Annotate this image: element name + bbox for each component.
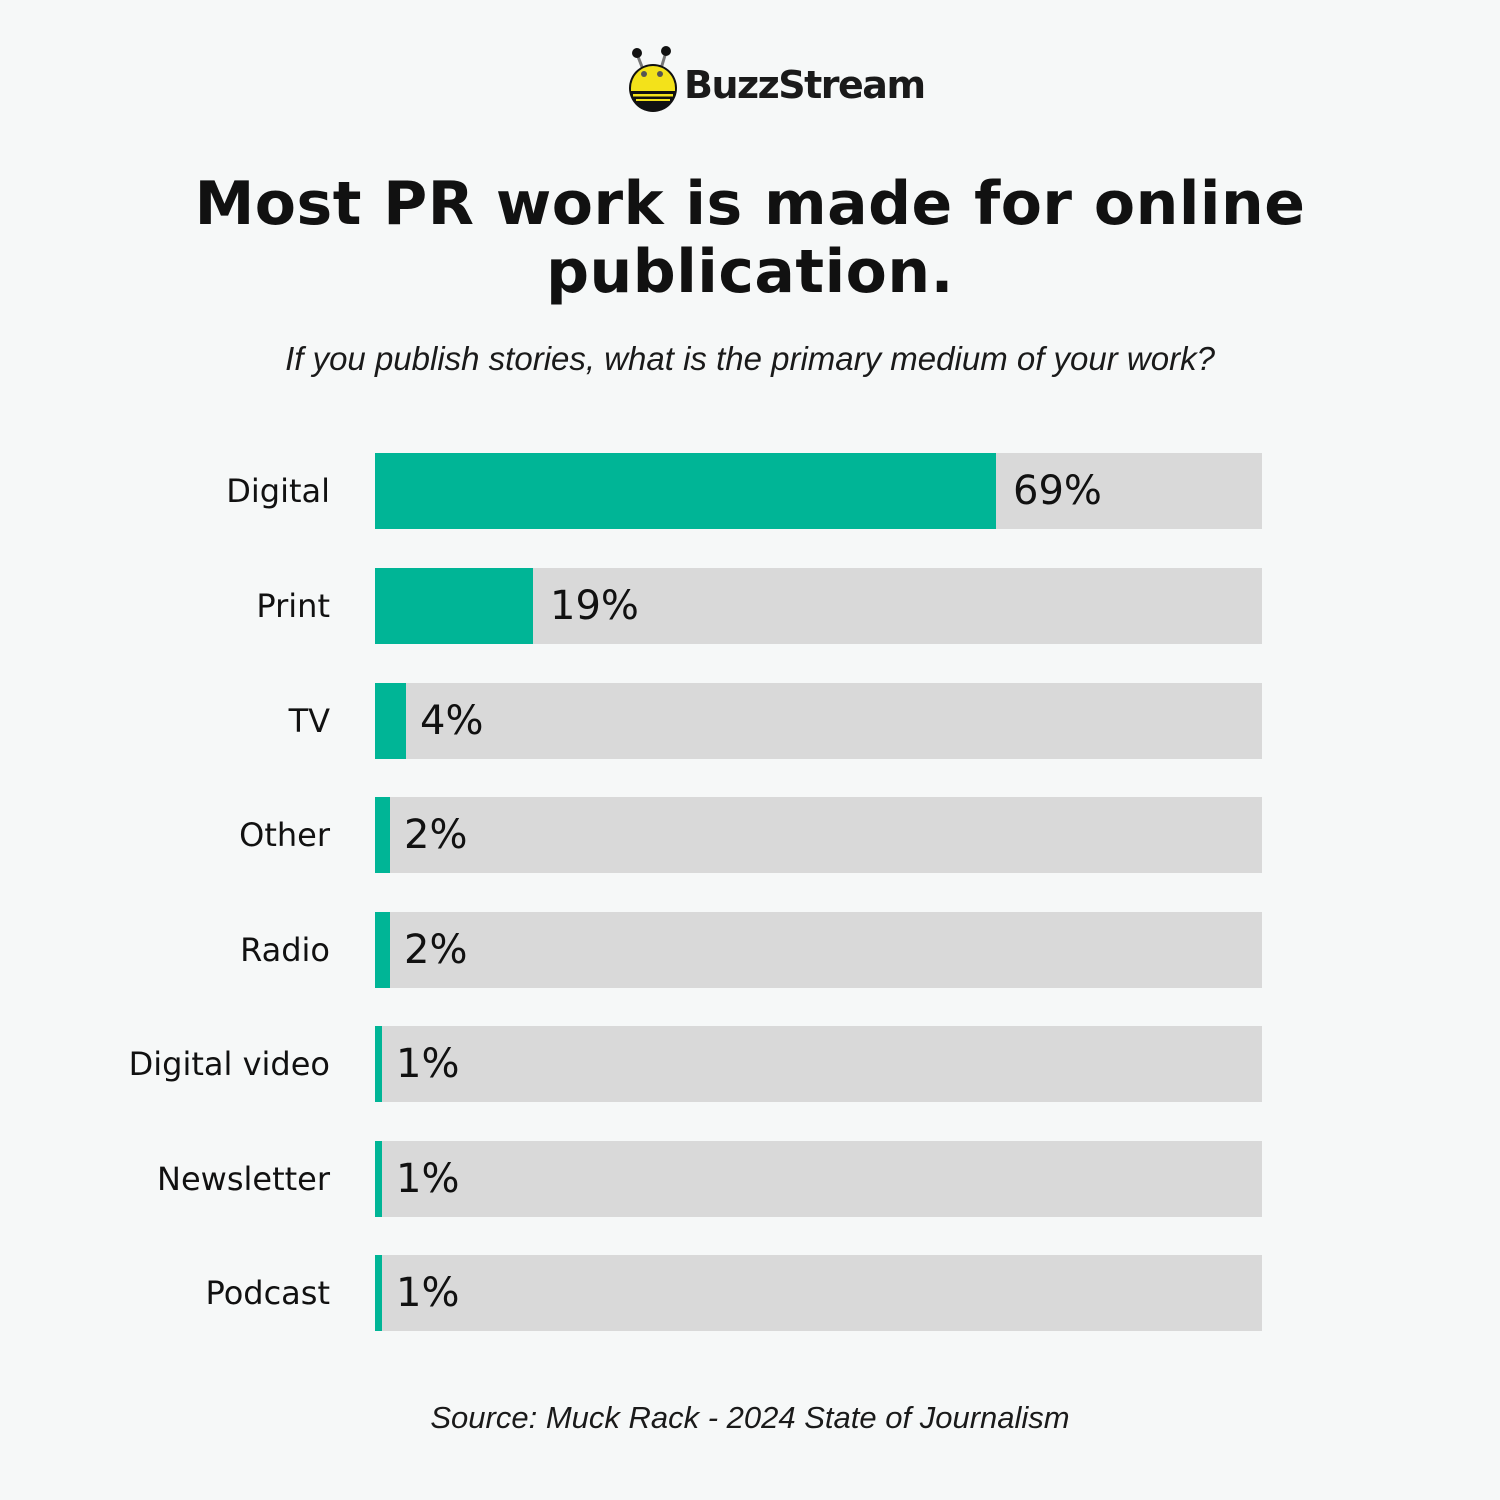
brand-logo: BuzzStream (628, 46, 926, 112)
chart-title: Most PR work is made for online publicat… (194, 169, 1306, 307)
bar-track: 1% (375, 1255, 1262, 1331)
chart-subtitle: If you publish stories, what is the prim… (285, 340, 1215, 377)
bar-value: 1% (396, 1041, 460, 1087)
bar-label: Radio (240, 931, 330, 969)
bar-fill (375, 683, 406, 759)
bar-row: Other 2% (0, 797, 1500, 873)
bar-row: Digital video 1% (0, 1026, 1500, 1102)
bar-track: 4% (375, 683, 1262, 759)
bar-track: 69% (375, 453, 1262, 529)
bar-track: 1% (375, 1026, 1262, 1102)
bar-row: TV 4% (0, 683, 1500, 759)
bar-value: 2% (404, 812, 468, 858)
bar-row: Radio 2% (0, 912, 1500, 988)
bar-fill (375, 568, 533, 644)
bar-label: Newsletter (157, 1160, 330, 1198)
bar-row: Newsletter 1% (0, 1141, 1500, 1217)
bar-track: 2% (375, 912, 1262, 988)
bar-fill (375, 1026, 382, 1102)
bar-label: TV (288, 702, 330, 740)
bar-fill (375, 797, 390, 873)
bar-track: 2% (375, 797, 1262, 873)
bar-row: Digital 69% (0, 453, 1500, 529)
bar-label: Podcast (205, 1274, 330, 1312)
brand-name: BuzzStream (684, 63, 926, 107)
bar-fill (375, 1255, 382, 1331)
bar-row: Print 19% (0, 568, 1500, 644)
bar-fill (375, 1141, 382, 1217)
bar-label: Digital video (128, 1045, 330, 1083)
bar-value: 1% (396, 1270, 460, 1316)
bar-value: 19% (550, 583, 639, 629)
bar-label: Digital (226, 472, 330, 510)
bar-value: 1% (396, 1156, 460, 1202)
bar-track: 1% (375, 1141, 1262, 1217)
bar-track: 19% (375, 568, 1262, 644)
bar-value: 2% (404, 927, 468, 973)
bar-label: Other (239, 816, 330, 854)
bar-value: 4% (420, 698, 484, 744)
bar-row: Podcast 1% (0, 1255, 1500, 1331)
source-note: Source: Muck Rack - 2024 State of Journa… (430, 1400, 1070, 1435)
bee-icon (628, 46, 680, 112)
bar-value: 69% (1013, 468, 1102, 514)
bar-fill (375, 453, 996, 529)
bar-label: Print (256, 587, 330, 625)
bar-fill (375, 912, 390, 988)
